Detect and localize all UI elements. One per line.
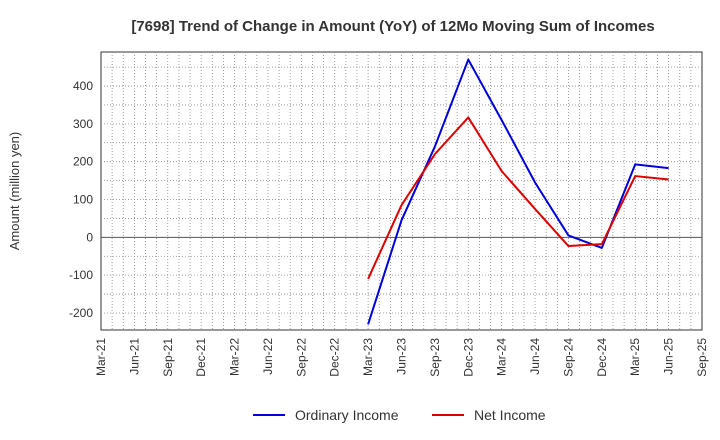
x-tick-label: Sep-24: [561, 338, 575, 377]
y-tick-label: 100: [73, 193, 93, 207]
series-line-ordinary-income: [367, 58, 669, 325]
x-tick-label: Sep-22: [294, 338, 308, 377]
x-tick-label: Sep-21: [161, 338, 175, 377]
series-lines: [367, 58, 669, 325]
x-tick-label: Dec-22: [328, 338, 342, 377]
x-tick-label: Dec-24: [595, 338, 609, 377]
y-tick-label: 0: [86, 230, 93, 244]
x-tick-label: Mar-21: [94, 338, 108, 376]
y-tick-label: 400: [73, 79, 93, 93]
x-tick-label: Dec-23: [461, 338, 475, 377]
y-tick-label: -200: [69, 306, 93, 320]
y-axis-label: Amount (million yen): [7, 132, 22, 251]
x-tick-label: Sep-25: [695, 338, 709, 377]
x-tick-label: Mar-23: [361, 338, 375, 376]
x-tick-label: Mar-25: [628, 338, 642, 376]
y-tick-label: -100: [69, 268, 93, 282]
y-tick-label: 300: [73, 117, 93, 131]
x-tick-label: Mar-24: [495, 338, 509, 376]
x-tick-label: Jun-24: [528, 338, 542, 375]
x-axis-ticks: Mar-21 Jun-21 Sep-21 Dec-21 Mar-22 Jun-22 Sep-…: [94, 338, 709, 377]
series-line-net-income: [367, 116, 669, 280]
grid: [101, 52, 702, 330]
x-tick-label: Jun-21: [127, 338, 141, 375]
x-tick-label: Jun-25: [662, 338, 676, 375]
x-tick-label: Mar-22: [228, 338, 242, 376]
x-tick-label: Sep-23: [428, 338, 442, 377]
y-tick-label: 200: [73, 155, 93, 169]
legend: Ordinary Income Net Income: [253, 407, 546, 423]
y-axis-ticks: -200 -100 0 100 200 300 400: [69, 79, 93, 320]
x-tick-label: Jun-22: [261, 338, 275, 375]
x-tick-label: Dec-21: [194, 338, 208, 377]
x-tick-label: Jun-23: [395, 338, 409, 375]
legend-label: Net Income: [474, 407, 546, 423]
legend-label: Ordinary Income: [295, 407, 399, 423]
chart-title: [7698] Trend of Change in Amount (YoY) o…: [131, 18, 654, 35]
